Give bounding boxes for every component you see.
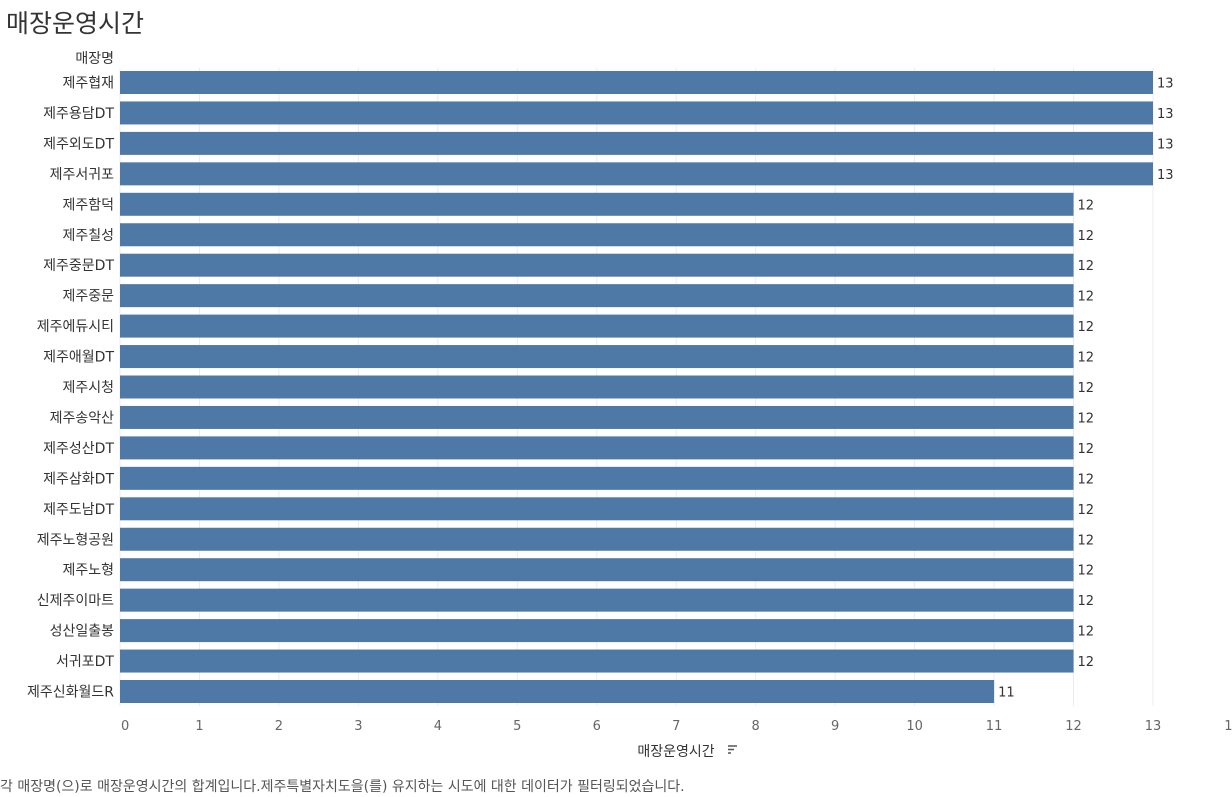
value-label: 13 <box>1157 107 1174 122</box>
value-label: 13 <box>1157 168 1174 183</box>
category-label: 서귀포DT <box>56 654 114 670</box>
bar <box>120 497 1074 521</box>
x-tick-label: 10 <box>906 719 923 734</box>
chart-title: 매장운영시간 <box>6 9 145 38</box>
category-label: 제주함덕 <box>62 197 114 213</box>
category-label: 신제주이마트 <box>37 593 114 609</box>
bar <box>120 131 1153 155</box>
x-tick-label: 6 <box>593 719 601 734</box>
category-label: 제주서귀포 <box>50 167 115 183</box>
value-label: 12 <box>1078 472 1095 487</box>
row-header-label: 매장명 <box>75 51 114 67</box>
value-label: 12 <box>1078 442 1095 457</box>
value-label: 12 <box>1078 411 1095 426</box>
bar <box>120 680 995 703</box>
bar <box>120 558 1074 582</box>
category-label: 제주삼화DT <box>43 471 114 487</box>
x-tick-label: 0 <box>121 719 129 734</box>
x-tick-label: 4 <box>434 719 442 734</box>
bar <box>120 345 1074 369</box>
value-label: 12 <box>1078 351 1095 366</box>
value-label: 12 <box>1078 655 1095 670</box>
bar <box>120 436 1074 460</box>
category-label: 제주중문 <box>62 289 114 305</box>
x-tick-label: 2 <box>275 719 283 734</box>
x-tick-label: 9 <box>831 719 839 734</box>
bar <box>120 71 1153 94</box>
value-label: 12 <box>1078 381 1095 396</box>
category-label: 제주에듀시티 <box>37 319 114 335</box>
value-label: 12 <box>1078 198 1095 213</box>
value-label: 12 <box>1078 320 1095 335</box>
value-label: 13 <box>1157 137 1174 152</box>
bar <box>120 588 1074 612</box>
sort-descending-icon <box>728 745 737 754</box>
value-label: 11 <box>998 686 1015 701</box>
bar <box>120 284 1074 308</box>
category-label: 제주노형공원 <box>37 532 114 548</box>
category-label: 제주성산DT <box>43 441 114 457</box>
x-tick-label: 13 <box>1145 719 1162 734</box>
bar <box>120 375 1074 399</box>
x-tick-label: 5 <box>513 719 521 734</box>
x-tick-label: 12 <box>1065 719 1082 734</box>
bar <box>120 649 1074 673</box>
x-axis-title: 매장운영시간 <box>637 744 714 760</box>
value-label: 12 <box>1078 533 1095 548</box>
x-tick-label: 8 <box>752 719 760 734</box>
category-label: 제주중문DT <box>43 258 114 274</box>
category-label: 제주송악산 <box>50 410 115 426</box>
value-label: 12 <box>1078 259 1095 274</box>
bar <box>120 466 1074 490</box>
x-tick-label: 1 <box>195 719 203 734</box>
x-tick-label: 11 <box>986 719 1003 734</box>
bar <box>120 101 1153 125</box>
bar <box>120 405 1074 429</box>
category-label: 제주애월DT <box>43 350 114 366</box>
bar <box>120 314 1074 338</box>
bar <box>120 162 1153 186</box>
category-label: 제주신화월드R <box>27 685 114 701</box>
category-label: 제주노형 <box>62 563 114 579</box>
value-label: 12 <box>1078 229 1095 244</box>
x-tick-label: 3 <box>354 719 362 734</box>
category-label: 제주칠성 <box>62 228 114 244</box>
value-label: 12 <box>1078 594 1095 609</box>
category-label: 제주외도DT <box>43 136 114 152</box>
value-label: 12 <box>1078 564 1095 579</box>
bar <box>120 192 1074 216</box>
value-label: 12 <box>1078 290 1095 305</box>
category-label: 제주도남DT <box>43 502 114 518</box>
bar <box>120 619 1074 643</box>
category-label: 제주용담DT <box>43 106 114 122</box>
category-label: 제주시청 <box>62 380 114 396</box>
bar <box>120 223 1074 247</box>
value-label: 12 <box>1078 503 1095 518</box>
bar <box>120 527 1074 551</box>
x-tick-label: 14 <box>1224 719 1232 734</box>
bar <box>120 253 1074 277</box>
chart-caption: 각 매장명(으)로 매장운영시간의 합계입니다.제주특별자치도을(를) 유지하는… <box>0 779 685 795</box>
category-label: 성산일출봉 <box>50 624 115 640</box>
value-label: 13 <box>1157 77 1174 92</box>
x-tick-label: 7 <box>672 719 680 734</box>
value-label: 12 <box>1078 625 1095 640</box>
category-label: 제주협재 <box>62 76 114 92</box>
